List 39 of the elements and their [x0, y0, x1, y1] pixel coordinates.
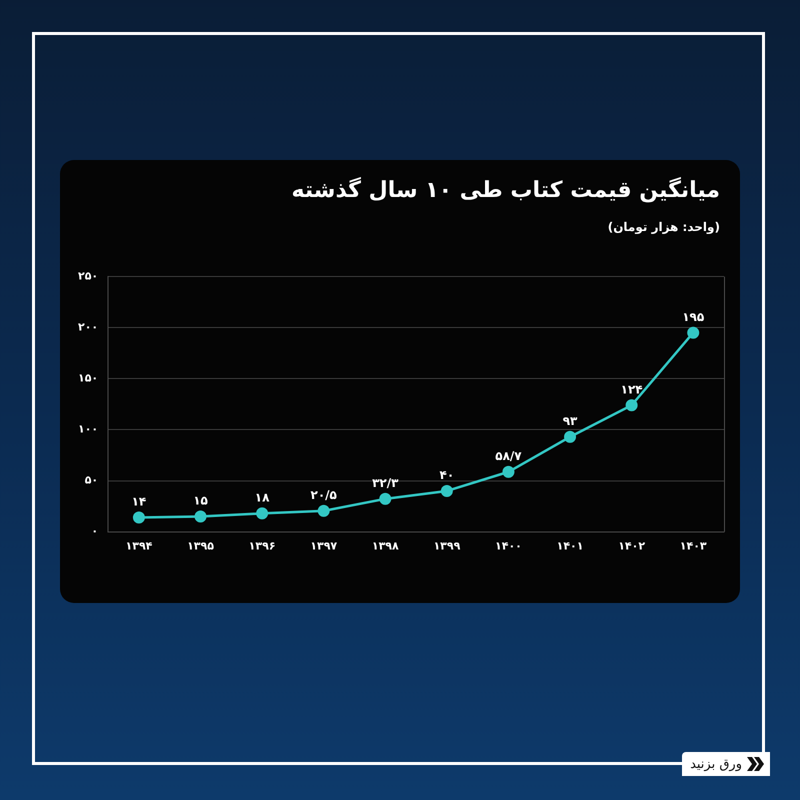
point	[687, 326, 700, 339]
point	[194, 510, 207, 522]
x-tick-label: ۱۳۹۸	[372, 539, 399, 552]
y-tick-label: ۵۰	[84, 474, 98, 487]
data-label: ۱۲۴	[620, 382, 643, 396]
x-tick-label: ۱۴۰۱	[556, 539, 584, 552]
x-tick-label: ۱۳۹۷	[310, 539, 338, 552]
data-label: ۱۹۵	[682, 310, 704, 324]
data-label: ۳۲/۳	[372, 476, 400, 490]
x-tick-label: ۱۴۰۲	[618, 539, 646, 552]
point	[440, 484, 453, 497]
point	[379, 492, 392, 505]
text: ورق بزنید	[690, 756, 742, 772]
data-label: ۹۳	[562, 414, 578, 428]
y-tick-label: ۱۰۰	[78, 422, 98, 436]
data-label: ۱۵	[193, 494, 208, 508]
point	[132, 512, 145, 524]
data-label: ۲۰/۵	[310, 488, 337, 502]
x-tick-label: ۱۳۹۶	[248, 539, 276, 552]
point	[318, 504, 330, 517]
data-label: ۱۸	[254, 490, 270, 505]
chart-subtitle: (واحد: هزار تومان)	[606, 220, 720, 234]
y-tick-label: ۲۰۰	[78, 320, 98, 334]
y-tick-label: ۱۵۰	[78, 372, 98, 385]
y-tick-label: ۲۵۰	[78, 269, 98, 282]
x-tick-label: ۱۴۰۰	[495, 539, 522, 552]
point	[502, 466, 514, 478]
x-tick-label: ۱۴۰۳	[680, 539, 707, 552]
x-tick-label: ۱۳۹۹	[433, 539, 461, 552]
data-label: ۱۴	[132, 494, 146, 509]
point	[256, 507, 268, 520]
data-label: ۵۸/۷	[495, 449, 522, 464]
y-tick-label: ۰	[91, 524, 98, 538]
data-label: ۴۰	[440, 468, 454, 482]
x-tick-label: ۱۳۹۴	[126, 539, 153, 552]
x-tick-label: ۱۳۹۵	[187, 539, 214, 552]
point	[564, 430, 576, 443]
point	[626, 399, 638, 412]
chart-title: میانگین قیمت کتاب طی ۱۰ سال گذشته	[290, 178, 720, 203]
